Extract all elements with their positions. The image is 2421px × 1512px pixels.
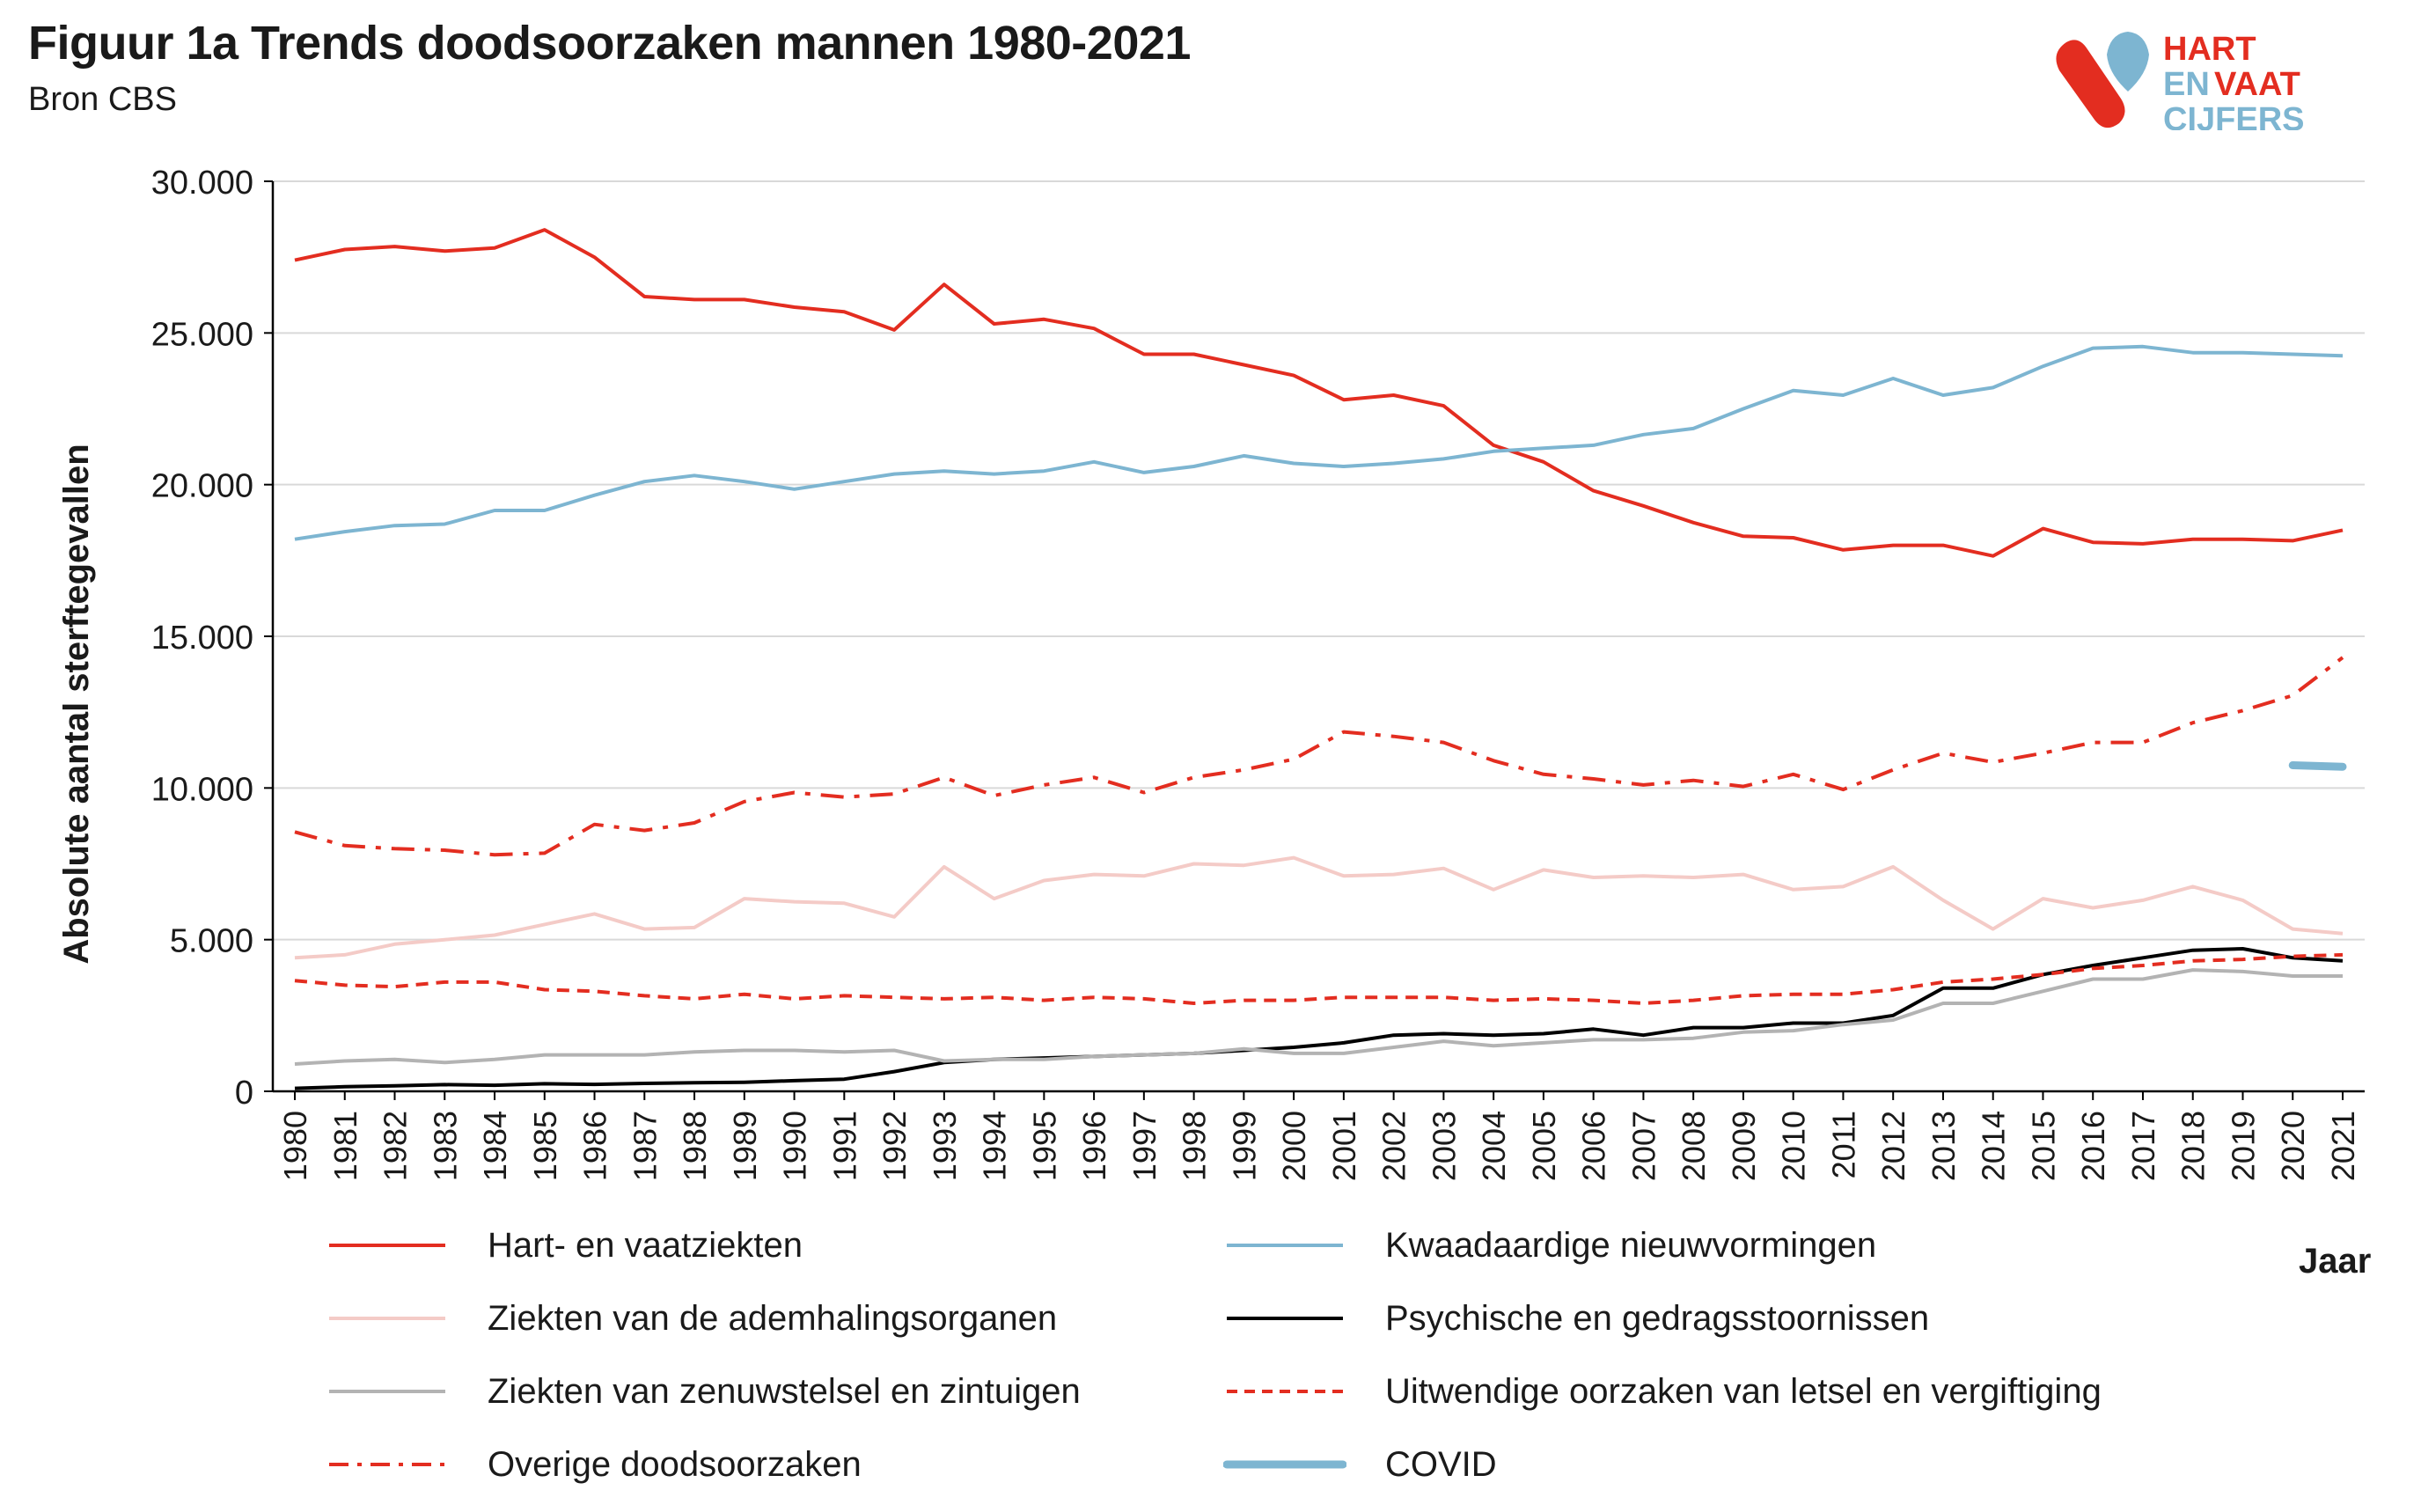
hartenvaat-logo: HART EN VAAT CIJFERS	[2056, 31, 2304, 130]
x-tick-label: 2002	[1376, 1111, 1412, 1181]
x-tick-label: 1989	[727, 1111, 763, 1181]
y-tick-label: 20.000	[151, 468, 253, 505]
series-line-psychische-en-gedragsstoornissen	[294, 947, 2344, 1090]
x-tick-label: 1998	[1177, 1111, 1213, 1181]
logo-text-en: EN	[2163, 66, 2210, 103]
x-tick-label: 1990	[777, 1111, 813, 1181]
y-tick-label: 5.000	[170, 923, 253, 960]
x-tick-label: 2017	[2125, 1111, 2161, 1181]
series-line-uitwendige-oorzaken-van-letsel-en-vergiftiging	[294, 952, 2344, 1005]
x-tick-label: 1988	[677, 1111, 713, 1181]
series-line-overige-doodsoorzaken	[294, 656, 2344, 857]
chart-subtitle: Bron CBS	[28, 81, 177, 118]
x-tick-label: 1985	[527, 1111, 563, 1181]
x-tick-label: 1996	[1076, 1111, 1112, 1181]
x-tick-label: 2001	[1326, 1111, 1362, 1181]
x-tick-label: 2000	[1276, 1111, 1312, 1181]
series-line-kwaadaardige-nieuwvormingen	[294, 344, 2344, 541]
x-tick-label: 2004	[1476, 1111, 1512, 1181]
x-tick-label: 1987	[627, 1111, 663, 1181]
x-tick-label: 2012	[1875, 1111, 1911, 1181]
logo-text-hart: HART	[2163, 31, 2256, 68]
x-tick-label: 2011	[1825, 1111, 1861, 1178]
x-tick-label: 1986	[577, 1111, 613, 1181]
logo-text-cijfers: CIJFERS	[2163, 101, 2304, 130]
x-tick-label: 2008	[1676, 1111, 1712, 1181]
x-tick-label: 1981	[327, 1111, 363, 1181]
x-tick-label: 2007	[1625, 1111, 1662, 1181]
y-tick-label: 15.000	[151, 620, 253, 657]
chart-title: Figuur 1a Trends doodsoorzaken mannen 19…	[28, 17, 1191, 70]
y-axis-title: Absolute aantal sterftegevallen	[57, 444, 96, 964]
x-axis-title: Jaar	[2299, 1242, 2372, 1281]
x-tick-label: 1999	[1226, 1111, 1262, 1181]
gridlines	[273, 180, 2365, 941]
logo-mark	[2056, 32, 2149, 128]
x-tick-label: 2005	[1526, 1111, 1562, 1181]
y-tick-label: 25.000	[151, 316, 253, 353]
x-tick-label: 2003	[1426, 1111, 1462, 1181]
series-line-ziekten-van-zenuwstelsel-en-zintuigen	[294, 968, 2343, 1066]
x-tick-label: 1997	[1126, 1111, 1163, 1181]
series-lines	[294, 228, 2347, 1090]
x-tick-label: 1992	[877, 1111, 913, 1181]
x-tick-label: 2010	[1776, 1111, 1812, 1181]
x-tick-label: 2014	[1976, 1111, 2012, 1181]
x-tick-label: 2006	[1576, 1111, 1612, 1181]
x-tick-label: 1994	[977, 1111, 1013, 1181]
y-tick-labels: 0 5.000 10.000 15.000 20.000 25.000 30.000	[151, 165, 253, 1112]
series-line-hart-en-vaatziekten	[294, 228, 2344, 558]
x-tick-label: 2020	[2275, 1111, 2311, 1181]
x-tick-label: 2015	[2025, 1111, 2061, 1181]
series-line-covid	[2288, 761, 2347, 771]
x-tick-label: 1982	[378, 1111, 414, 1181]
series-line-ziekten-van-de-ademhalingsorganen	[294, 855, 2344, 960]
x-tick-label: 2016	[2075, 1111, 2111, 1181]
logo-text-vaat: VAAT	[2214, 66, 2300, 103]
x-tick-label: 1980	[277, 1111, 313, 1181]
y-tick-label: 30.000	[151, 165, 253, 202]
x-tick-label: 1983	[427, 1111, 463, 1181]
axes	[264, 180, 2365, 1100]
x-tick-labels: 1980 1981 1982 1983 1984 1985 1986 1987 1988 1989…	[277, 1111, 2361, 1181]
x-tick-label: 2009	[1726, 1111, 1762, 1181]
x-tick-label: 2013	[1926, 1111, 1962, 1181]
x-tick-label: 1991	[826, 1111, 862, 1181]
x-tick-label: 2021	[2325, 1111, 2361, 1181]
x-tick-label: 1984	[477, 1111, 513, 1181]
x-tick-label: 1995	[1026, 1111, 1062, 1181]
x-tick-label: 2018	[2175, 1111, 2212, 1181]
y-tick-label: 10.000	[151, 771, 253, 808]
x-tick-label: 1993	[927, 1111, 963, 1181]
y-tick-label: 0	[235, 1075, 253, 1112]
x-tick-label: 2019	[2225, 1111, 2261, 1181]
